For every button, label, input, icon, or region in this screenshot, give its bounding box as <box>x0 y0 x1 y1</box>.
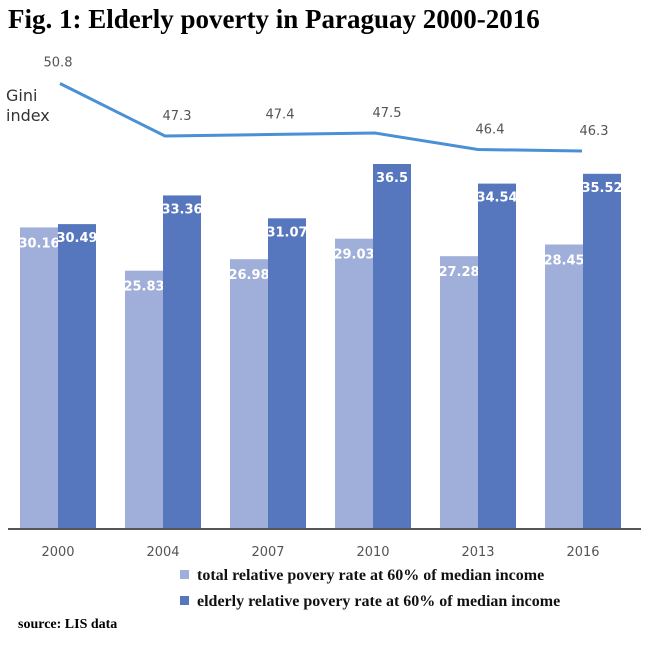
gini-data-label: 47.4 <box>266 108 295 123</box>
x-tick-label: 2013 <box>461 545 494 560</box>
bar-total-2010 <box>335 238 373 529</box>
bar-elderly-2007 <box>268 218 306 530</box>
gini-index-label: Gini index <box>6 86 50 125</box>
data-label: 34.54 <box>476 191 517 206</box>
bar-total-2004 <box>125 270 163 529</box>
x-tick-label: 2007 <box>251 545 284 560</box>
legend-item-elderly: elderly relative povery rate at 60% of m… <box>180 593 560 611</box>
data-label: 36.5 <box>376 171 408 186</box>
legend-swatch-elderly <box>180 596 189 605</box>
data-label: 31.07 <box>266 225 307 240</box>
legend-swatch-total <box>180 570 189 579</box>
source-note: source: LIS data <box>18 617 118 632</box>
data-label: 30.49 <box>56 231 97 246</box>
data-label: 29.03 <box>333 248 374 263</box>
gini-data-label: 47.3 <box>163 109 192 124</box>
gini-data-label: 47.5 <box>373 106 402 121</box>
gini-data-label: 50.8 <box>44 56 73 71</box>
legend-label: elderly relative povery rate at 60% of m… <box>197 593 561 610</box>
data-label: 26.98 <box>228 268 269 283</box>
data-label: 27.28 <box>438 265 479 280</box>
gini-data-label: 46.4 <box>476 123 505 138</box>
legend-item-total: total relative povery rate at 60% of med… <box>180 567 544 585</box>
bar-total-2013 <box>440 256 478 529</box>
bar-total-2000 <box>20 227 58 529</box>
bar-total-2016 <box>545 244 583 529</box>
bar-elderly-2013 <box>478 183 516 529</box>
x-tick-label: 2004 <box>146 545 179 560</box>
gini-data-label: 46.3 <box>580 124 609 139</box>
x-tick-label: 2010 <box>356 545 389 560</box>
chart-title: Fig. 1: Elderly poverty in Paraguay 2000… <box>8 4 540 34</box>
x-tick-label: 2000 <box>41 545 74 560</box>
legend-label: total relative povery rate at 60% of med… <box>197 567 545 584</box>
data-label: 28.45 <box>543 254 584 269</box>
bar-elderly-2010 <box>373 164 411 529</box>
bar-total-2007 <box>230 259 268 529</box>
gini-line <box>59 82 583 153</box>
data-label: 35.52 <box>581 181 622 196</box>
bar-elderly-2016 <box>583 173 621 530</box>
data-label: 33.36 <box>161 202 202 217</box>
data-label: 25.83 <box>123 280 164 295</box>
data-label: 30.16 <box>18 236 59 251</box>
bar-elderly-2004 <box>163 195 201 529</box>
x-tick-label: 2016 <box>566 545 599 560</box>
bar-elderly-2000 <box>58 224 96 529</box>
